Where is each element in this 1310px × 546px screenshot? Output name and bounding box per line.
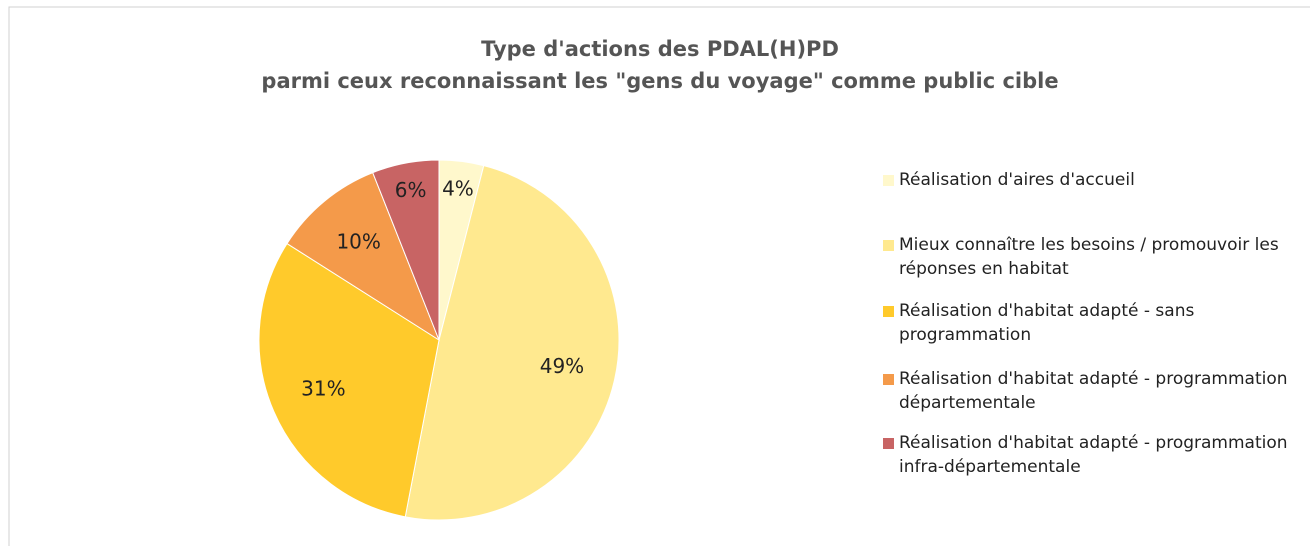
pie-slice	[286, 171, 441, 342]
legend-label: Réalisation d'aires d'accueil	[899, 170, 1135, 190]
frame	[8, 6, 1310, 546]
chart-title: Type d'actions des PDAL(H)PD	[481, 37, 839, 61]
data-label: 4%	[442, 176, 474, 200]
legend-label: Mieux connaître les besoins / promouvoir…	[899, 235, 1279, 279]
legend-label: Réalisation d'habitat adapté - programma…	[899, 369, 1288, 413]
data-label: 31%	[301, 377, 345, 401]
legend-item: Mieux connaître les besoins / promouvoir…	[883, 233, 1303, 281]
legend-swatch	[883, 240, 894, 251]
legend-label: Réalisation d'habitat adapté - programma…	[899, 433, 1288, 477]
chart-title: parmi ceux reconnaissant les "gens du vo…	[261, 69, 1058, 93]
data-label: 49%	[540, 354, 584, 378]
legend-item: Réalisation d'habitat adapté - programma…	[883, 431, 1303, 479]
legend-swatch	[883, 175, 894, 186]
legend-swatch	[883, 306, 894, 317]
legend-swatch	[883, 438, 894, 449]
legend-swatch	[883, 374, 894, 385]
legend-item: Réalisation d'aires d'accueil	[883, 168, 1303, 192]
legend-label: Réalisation d'habitat adapté - sans prog…	[899, 301, 1195, 345]
pie-slice	[372, 159, 440, 341]
data-label: 6%	[395, 178, 427, 202]
legend-item: Réalisation d'habitat adapté - sans prog…	[883, 299, 1303, 347]
pie-slice	[404, 165, 620, 521]
legend-item: Réalisation d'habitat adapté - programma…	[883, 367, 1303, 415]
data-label: 10%	[336, 229, 380, 253]
